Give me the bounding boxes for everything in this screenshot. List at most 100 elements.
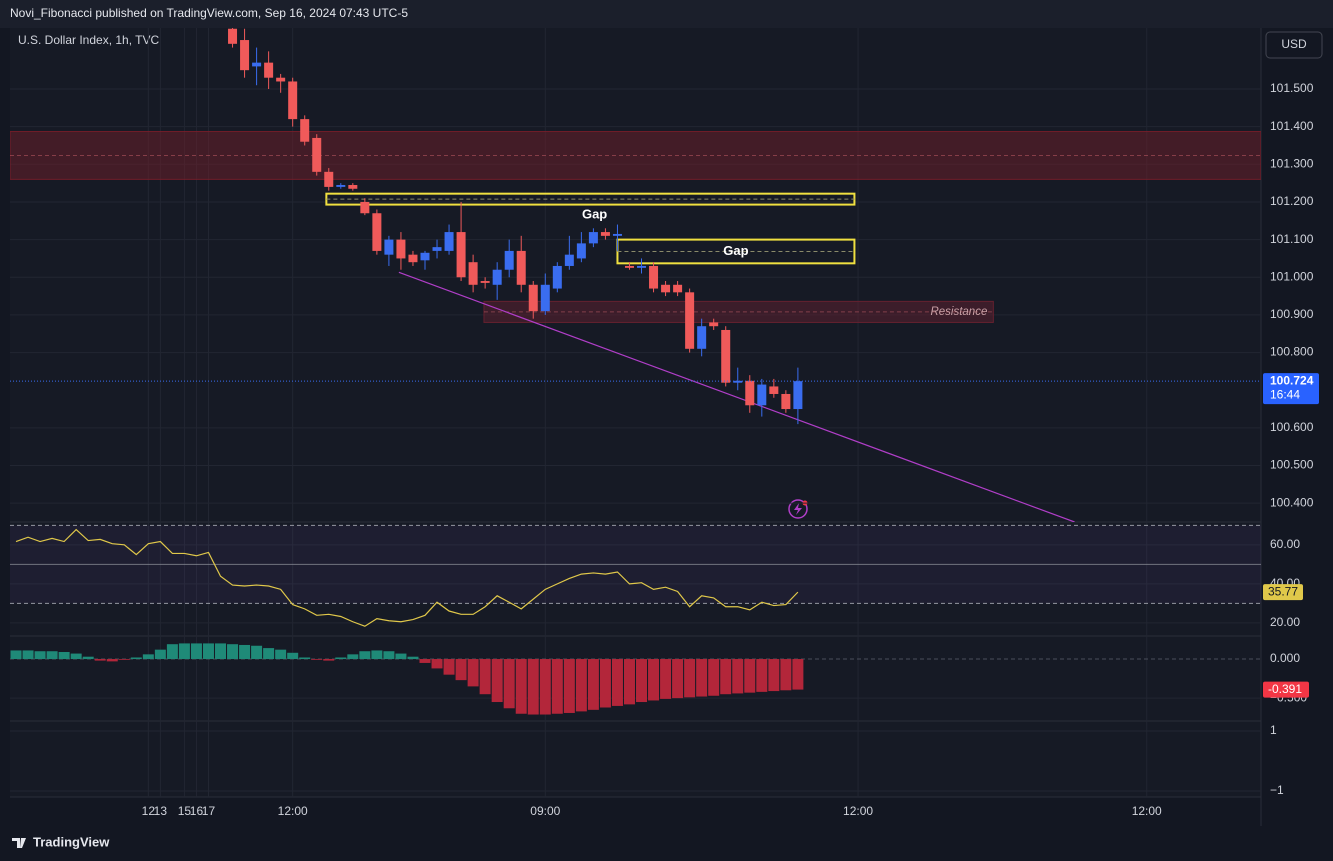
histogram-pane (10, 643, 804, 715)
histogram-bar (768, 659, 780, 692)
histogram-bar (636, 659, 648, 703)
candle-body (600, 232, 610, 236)
histogram-bar (419, 659, 431, 663)
last-value-tag (1263, 584, 1303, 601)
histogram-bar (407, 656, 419, 660)
histogram-bar (551, 659, 563, 714)
histogram-bar (46, 651, 58, 660)
histogram-bar (215, 643, 227, 660)
symbol-title: U.S. Dollar Index, 1h, TVC (18, 33, 160, 47)
candle-body (649, 265, 659, 289)
candle-body (709, 322, 719, 327)
candle-body (336, 185, 346, 187)
histogram-bar (443, 659, 455, 675)
histogram-bar (455, 659, 467, 681)
candle-body (769, 386, 779, 394)
histogram-bar (287, 652, 299, 660)
currency-button[interactable] (1265, 31, 1323, 59)
histogram-bar (118, 659, 130, 660)
y-tick-label: −1 (1270, 783, 1284, 797)
candle-body (384, 239, 394, 255)
last-value-tag (1263, 681, 1309, 698)
y-tick-label: 100.800 (1270, 345, 1314, 359)
x-tick-label: 12 (142, 804, 156, 818)
y-tick-label: 100.400 (1270, 495, 1314, 509)
x-tick-label: 15 (178, 804, 192, 818)
y-tick-label: 101.100 (1270, 232, 1314, 246)
candle-body (661, 284, 671, 293)
histogram-bar (756, 659, 768, 692)
histogram-bar (58, 652, 70, 660)
histogram-bar (623, 659, 635, 705)
x-tick-label: 13 (154, 804, 168, 818)
candle-body (324, 171, 334, 187)
candle-body (480, 281, 490, 283)
candle-body (624, 265, 634, 268)
footer-brand: TradingView (33, 834, 110, 849)
histogram-bar (792, 659, 804, 690)
histogram-bar (239, 644, 251, 660)
histogram-bar (720, 659, 732, 695)
histogram-bar (563, 659, 575, 713)
candle-body (372, 213, 382, 251)
footer (0, 826, 1333, 861)
x-tick-label: 12:00 (1132, 804, 1162, 818)
histogram-bar (311, 659, 323, 660)
last-value: 35.77 (1268, 584, 1298, 598)
candle-body (637, 265, 647, 268)
candle-body (348, 185, 358, 189)
histogram-bar (299, 657, 311, 660)
candle-body (276, 77, 286, 82)
candle-body (673, 284, 683, 293)
candle-body (252, 62, 262, 67)
histogram-bar (599, 659, 611, 708)
candle-body (552, 265, 562, 289)
histogram-bar (383, 651, 395, 660)
histogram-bar (22, 650, 34, 660)
histogram-bar (106, 659, 118, 662)
histogram-bar (154, 649, 166, 660)
publisher: Novi_Fibonacci published on TradingView.… (10, 6, 408, 20)
histogram-bar (395, 653, 407, 660)
plot-area (10, 28, 1261, 797)
candle-body (528, 284, 538, 312)
histogram-bar (515, 659, 527, 714)
histogram-bar (648, 659, 660, 701)
histogram-bar (142, 654, 154, 660)
candle-body (697, 326, 707, 349)
annotation: Gap (582, 207, 607, 222)
histogram-bar (611, 659, 623, 706)
alert-icon[interactable] (788, 499, 808, 519)
histogram-bar (587, 659, 599, 710)
y-tick-label: 101.200 (1270, 194, 1314, 208)
histogram-bar (527, 659, 539, 715)
histogram-bar (227, 644, 239, 660)
y-tick-label: 101.500 (1270, 81, 1314, 95)
indicator-line (15, 528, 799, 627)
y-tick-label: 101.300 (1270, 156, 1314, 170)
candle-body (240, 40, 250, 71)
histogram-bar (708, 659, 720, 696)
currency[interactable]: USD (1281, 37, 1307, 51)
histogram-bar (263, 648, 275, 660)
candle-body (444, 232, 454, 251)
countdown: 16:44 (1270, 387, 1300, 401)
zone-label: Resistance (930, 306, 987, 318)
y-tick-label: 60.00 (1270, 537, 1300, 551)
x-tick-label: 16 (190, 804, 204, 818)
histogram-bar (503, 659, 515, 709)
histogram-bar (335, 657, 347, 660)
histogram-bar (696, 659, 708, 697)
histogram-bar (672, 659, 684, 699)
histogram-bar (275, 649, 287, 660)
histogram-bar (467, 659, 479, 687)
histogram-bar (251, 645, 263, 660)
histogram-bar (780, 659, 792, 691)
y-tick-label: 101.400 (1270, 119, 1314, 133)
histogram-bar (10, 650, 22, 660)
histogram-bar (539, 659, 551, 715)
candle-body (360, 201, 370, 214)
histogram-bar (371, 650, 383, 660)
y-tick-label: 100.600 (1270, 420, 1314, 434)
